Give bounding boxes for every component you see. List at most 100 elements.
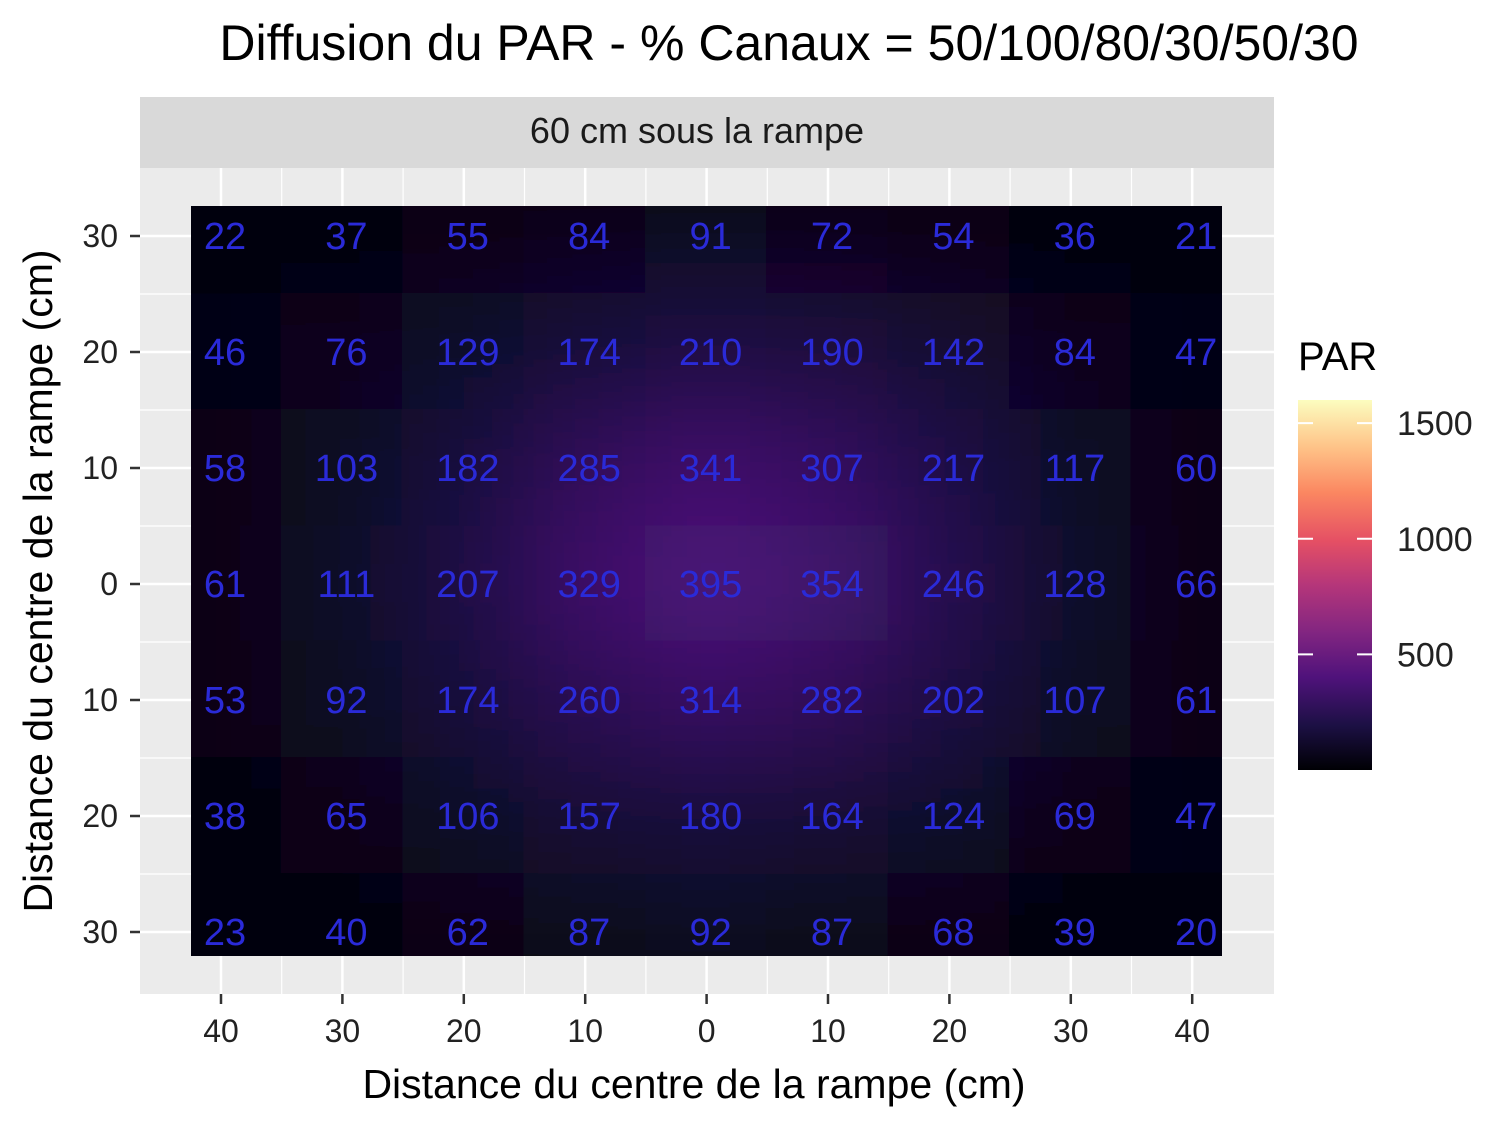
chart-title: Diffusion du PAR - % Canaux = 50/100/80/… xyxy=(219,15,1358,71)
y-tick-label: 10 xyxy=(82,450,118,486)
heatmap-cell xyxy=(887,757,1012,875)
y-tick-label: 20 xyxy=(82,334,118,370)
heatmap-cell xyxy=(191,641,283,759)
cell-value-label: 61 xyxy=(1175,680,1217,722)
heatmap-cell xyxy=(1130,757,1222,875)
heatmap-cell xyxy=(280,293,405,411)
heatmap-cell xyxy=(644,873,769,956)
cell-value-label: 307 xyxy=(800,448,863,490)
cell-value-label: 69 xyxy=(1054,796,1096,838)
y-tick-label: 30 xyxy=(82,914,118,950)
heatmap-cell xyxy=(402,409,526,527)
heatmap-cell xyxy=(1130,409,1222,527)
heatmap-cell xyxy=(191,409,283,527)
heatmap-cell xyxy=(766,873,890,956)
cell-value-label: 53 xyxy=(204,680,246,722)
cell-value-label: 84 xyxy=(1054,332,1096,374)
heatmap-cell xyxy=(644,641,769,759)
cell-value-label: 20 xyxy=(1175,912,1217,954)
cell-value-label: 92 xyxy=(689,912,731,954)
heatmap-cell xyxy=(280,409,405,527)
cell-value-label: 46 xyxy=(204,332,246,374)
cell-value-label: 354 xyxy=(800,564,863,606)
cell-value-label: 164 xyxy=(800,796,863,838)
heatmap-cell xyxy=(402,641,526,759)
color-legend: PAR 500 1000 1500 xyxy=(1298,335,1473,770)
cell-value-label: 341 xyxy=(679,448,742,490)
heatmap-cell xyxy=(1009,206,1133,295)
heatmap-cell xyxy=(402,873,526,956)
heatmap-cell xyxy=(402,757,526,875)
cell-value-label: 23 xyxy=(204,912,246,954)
heatmap-cell xyxy=(523,293,647,411)
heatmap-cell xyxy=(887,873,1012,956)
x-tick-label: 40 xyxy=(1174,1013,1210,1049)
heatmap-cell xyxy=(280,873,405,956)
cell-value-label: 157 xyxy=(557,796,620,838)
heatmap-cell xyxy=(191,757,283,875)
cell-value-label: 72 xyxy=(811,216,853,258)
heatmap-cell xyxy=(523,409,647,527)
cell-value-label: 37 xyxy=(325,216,367,258)
heatmap-cell xyxy=(523,757,647,875)
heatmap-cell xyxy=(644,409,769,527)
heatmap-cell xyxy=(887,293,1012,411)
heatmap-cell xyxy=(766,409,890,527)
cell-value-label: 87 xyxy=(568,912,610,954)
heatmap-cell xyxy=(280,206,405,295)
cell-value-label: 36 xyxy=(1054,216,1096,258)
heatmap-cell xyxy=(1009,641,1133,759)
heatmap-cell xyxy=(644,206,769,295)
cell-value-label: 142 xyxy=(922,332,985,374)
heatmap-cell xyxy=(1009,525,1133,643)
heatmap-cell xyxy=(1009,757,1133,875)
cell-value-label: 180 xyxy=(679,796,742,838)
cell-value-label: 111 xyxy=(318,564,376,606)
cell-value-label: 246 xyxy=(922,564,985,606)
cell-value-label: 76 xyxy=(325,332,367,374)
x-tick-label: 40 xyxy=(203,1013,239,1049)
cell-value-label: 282 xyxy=(800,680,863,722)
heatmap-cell xyxy=(523,206,647,295)
x-tick-label: 10 xyxy=(810,1013,846,1049)
x-tick-label: 30 xyxy=(1053,1013,1089,1049)
heatmap-cell xyxy=(523,641,647,759)
heatmap-cell xyxy=(766,757,890,875)
legend-ticks: 500 1000 1500 xyxy=(1298,405,1473,674)
cell-value-label: 40 xyxy=(325,912,367,954)
cell-value-label: 84 xyxy=(568,216,610,258)
heatmap-cell xyxy=(191,873,283,956)
value-labels: 22 37 55 84 91 72 54 36 21 46 76 129 174 210 190 142 84 4… xyxy=(204,216,1217,954)
cell-value-label: 92 xyxy=(325,680,367,722)
heatmap-cell xyxy=(402,293,526,411)
heatmap-cell xyxy=(766,525,890,643)
heatmap-cell xyxy=(280,757,405,875)
cell-value-label: 190 xyxy=(800,332,863,374)
cell-value-label: 39 xyxy=(1054,912,1096,954)
y-axis: 30 20 10 0 10 20 30 xyxy=(82,218,140,950)
cell-value-label: 117 xyxy=(1045,448,1106,490)
cell-value-label: 55 xyxy=(447,216,489,258)
x-tick-label: 30 xyxy=(325,1013,361,1049)
x-tick-label: 0 xyxy=(698,1013,716,1049)
heatmap-cell xyxy=(280,641,405,759)
y-tick-label: 20 xyxy=(82,798,118,834)
heatmap-tiles xyxy=(191,206,1222,956)
cell-value-label: 395 xyxy=(679,564,742,606)
cell-value-label: 87 xyxy=(811,912,853,954)
heatmap-cell xyxy=(766,206,890,295)
heatmap-cell xyxy=(766,293,890,411)
legend-colorbar xyxy=(1298,400,1372,770)
cell-value-label: 68 xyxy=(932,912,974,954)
cell-value-label: 91 xyxy=(689,216,731,258)
facet-strip-label: 60 cm sous la rampe xyxy=(530,110,864,151)
cell-value-label: 58 xyxy=(204,448,246,490)
cell-value-label: 66 xyxy=(1175,564,1217,606)
heatmap-cell xyxy=(1130,525,1222,643)
cell-value-label: 61 xyxy=(204,564,246,606)
y-axis-title: Distance du centre de la rampe (cm) xyxy=(15,249,61,912)
cell-value-label: 314 xyxy=(679,680,742,722)
cell-value-label: 285 xyxy=(557,448,620,490)
cell-value-label: 107 xyxy=(1043,680,1106,722)
cell-value-label: 47 xyxy=(1175,796,1217,838)
